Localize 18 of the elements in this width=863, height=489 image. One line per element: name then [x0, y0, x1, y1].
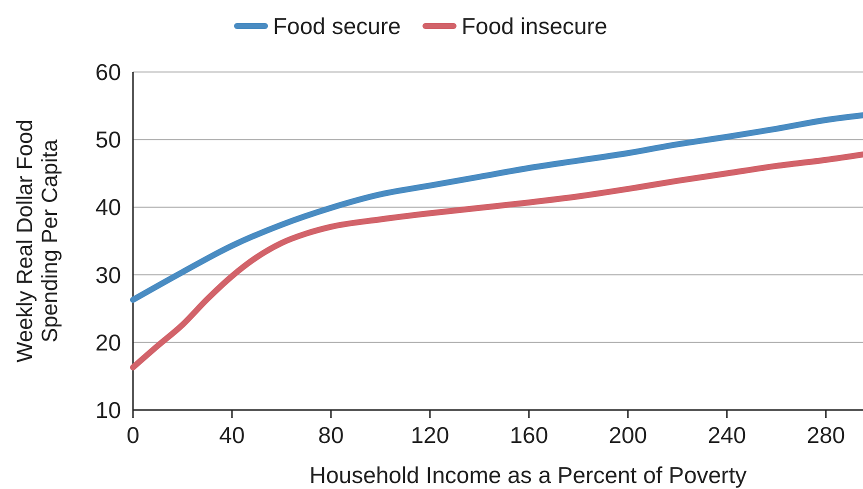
y-tick-label: 40 [95, 194, 121, 220]
y-tick-label: 20 [95, 329, 121, 356]
legend-label: Food insecure [462, 13, 608, 39]
x-tick-label: 160 [510, 422, 548, 448]
y-tick-label: 60 [95, 59, 121, 85]
y-tick-label: 50 [95, 126, 121, 153]
y-axis-title: Weekly Real Dollar Food Spending Per Capita [11, 118, 63, 364]
legend-label: Food secure [273, 13, 401, 39]
x-axis-title: Household Income as a Percent of Poverty [309, 462, 748, 488]
x-tick-label: 40 [219, 422, 245, 448]
x-tick-label: 0 [126, 422, 140, 448]
x-tick-label: 80 [318, 422, 344, 448]
x-tick-label: 120 [410, 422, 450, 448]
y-tick-label: 10 [95, 397, 121, 423]
x-tick-label: 280 [806, 422, 846, 448]
x-tick-label: 240 [708, 422, 746, 448]
x-tick-label: 200 [608, 422, 648, 448]
y-tick-label: 30 [95, 262, 121, 288]
